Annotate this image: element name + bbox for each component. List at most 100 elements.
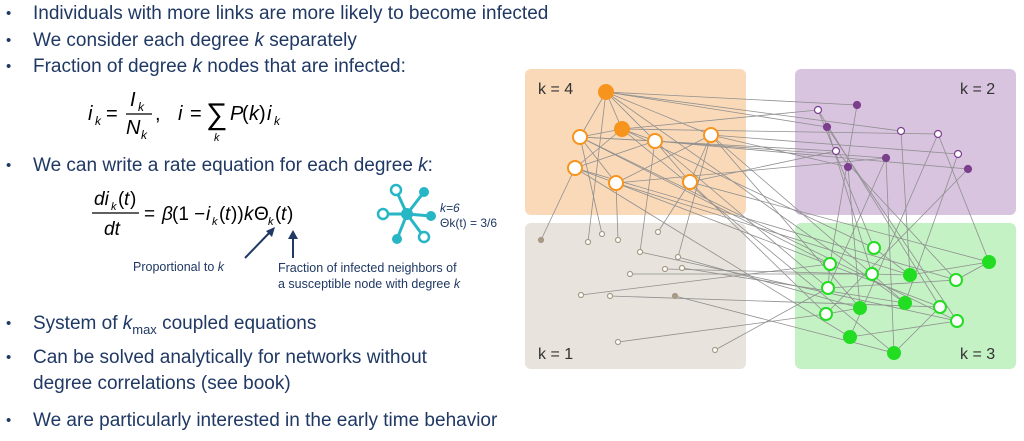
network-edge [654,140,969,170]
network-edge [621,109,819,130]
network-edge [574,167,957,281]
svg-text:N: N [126,117,141,139]
bullet-marker: • [6,315,12,332]
bullet-text: Individuals with more links are more lik… [33,3,549,24]
susceptible-node [608,175,624,191]
svg-text:(: ( [275,204,282,225]
fraction-annotation: Fraction of infected neighbors of a susc… [278,261,461,291]
svg-text:,: , [155,103,161,125]
network-edge [677,134,712,258]
susceptible-node [821,281,835,295]
network-edge [574,167,851,338]
network-edge [579,136,837,152]
susceptible-node [678,264,686,272]
svg-text:i: i [178,103,183,125]
bullet-marker: • [6,349,12,366]
infected-node [852,100,862,110]
susceptible-node [614,236,622,244]
network-edge [835,150,957,281]
network-edge [617,313,827,343]
network-edge [900,130,911,276]
svg-text:=: = [106,103,118,125]
svg-text:i: i [206,204,211,225]
bullet-marker: • [6,58,12,75]
susceptible-node [567,160,583,176]
star-k-label: k=6 [440,201,460,215]
susceptible-node [606,292,614,300]
network-edge [605,91,828,128]
svg-text:k: k [212,216,218,228]
network-edge [909,261,990,276]
susceptible-node [674,253,682,261]
infected-node [982,255,996,269]
network-edge [654,140,887,159]
svg-text:i: i [267,103,272,125]
network-edge [710,134,861,309]
network-edge [674,295,895,354]
susceptible-node [614,338,622,346]
network-edge [654,140,829,289]
susceptible-node [711,346,719,354]
network-edge [710,134,873,275]
susceptible-node [933,300,947,314]
group-k3-label: k = 3 [960,346,995,363]
network-edge [621,128,939,135]
svg-text:)): )) [231,204,244,225]
svg-text:dt: dt [104,219,121,240]
bullet-marker: • [6,32,12,49]
network-edge [871,273,906,304]
bullet-text: Fraction of degree k nodes that are infe… [33,56,406,77]
infected-node [671,292,679,300]
star-theta-label: Θk(t) = 3/6 [440,216,498,230]
network-edge [710,134,849,168]
susceptible-node [813,105,823,115]
star-node-icon [376,183,436,244]
infected-node [537,236,545,244]
susceptible-node [598,230,606,238]
network-edge [827,157,887,289]
infected-node [887,346,901,360]
bullet-text: We consider each degree k separately [33,30,357,51]
network-edge [689,181,990,263]
network-edge [615,182,619,241]
network-edge [893,306,941,354]
svg-text:k: k [138,100,145,114]
network-edge [677,256,861,309]
svg-text:k: k [274,114,281,128]
bullet-text: Can be solved analytically for networks … [33,347,427,368]
network-edge [587,91,607,243]
susceptible-node [703,127,719,143]
susceptible-node [626,270,634,278]
susceptible-node [953,149,963,159]
svg-text:t: t [281,204,287,225]
infected-node [903,268,917,282]
network-edge [826,126,958,322]
svg-text:(: ( [118,189,125,210]
group-k4-label: k = 4 [538,81,573,98]
svg-text:P: P [230,103,244,125]
susceptible-node [577,291,585,299]
bullet-marker: • [6,412,12,429]
susceptible-node [647,133,663,149]
susceptible-node [654,228,662,236]
group-k2-label: k = 2 [960,81,995,98]
bullet-text: We are particularly interested in the ea… [33,410,498,431]
infected-node [843,330,857,344]
susceptible-node [636,248,644,256]
network-edge [579,136,831,265]
network-edge [827,279,957,289]
susceptible-node [896,126,906,136]
network-edge [605,91,712,136]
infected-node [881,153,891,163]
network-edge [654,140,691,183]
svg-text:k: k [249,103,260,125]
network-edge [615,157,887,184]
susceptible-node [949,273,963,287]
bullet-text: We can write a rate equation for each de… [33,155,433,176]
bullet-marker: • [6,5,12,22]
arrow-to-k [244,229,273,259]
network-edge [605,91,656,142]
susceptible-node [823,257,837,271]
infected-node [614,121,630,137]
